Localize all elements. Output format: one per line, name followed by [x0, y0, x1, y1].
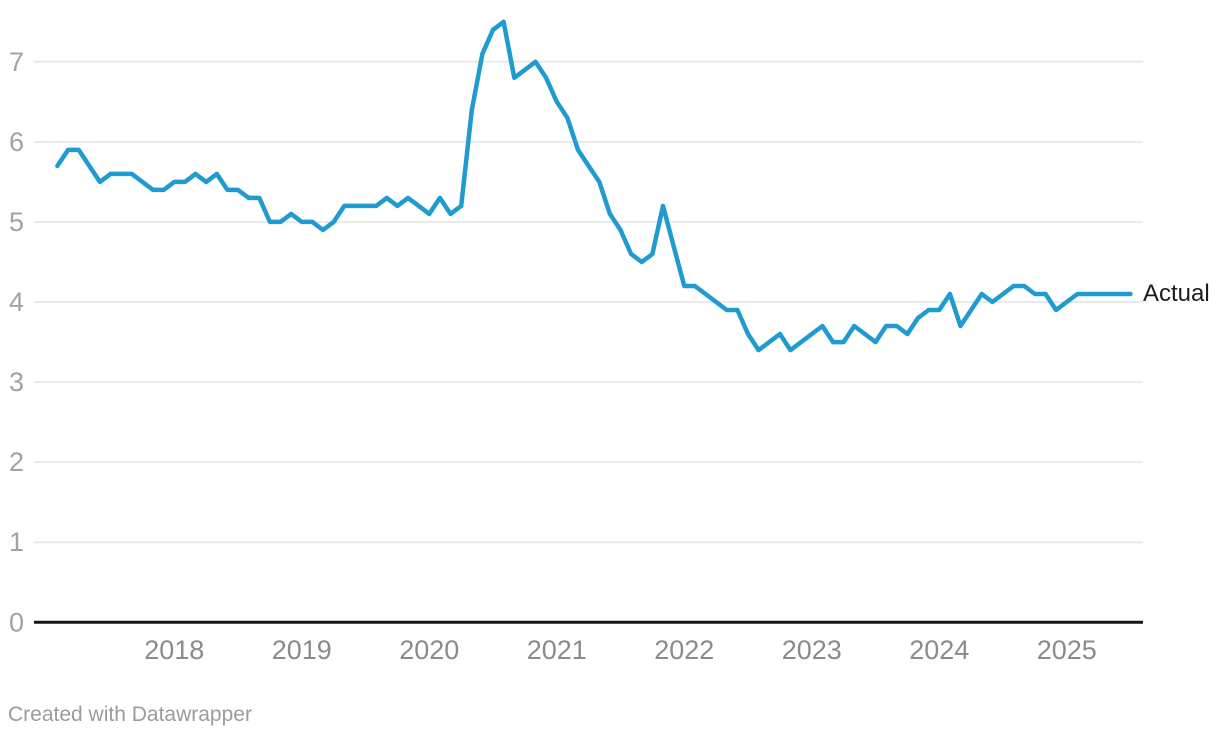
x-tick-label-2021: 2021 [527, 635, 587, 665]
actual-line-series [55, 19, 1133, 353]
x-tick-label-2023: 2023 [782, 635, 842, 665]
y-tick-label-5: 5 [9, 207, 24, 237]
x-tick-label-2019: 2019 [272, 635, 332, 665]
x-tick-label-2024: 2024 [909, 635, 969, 665]
y-tick-label-7: 7 [9, 47, 24, 77]
y-tick-label-2: 2 [9, 447, 24, 477]
y-tick-label-3: 3 [9, 367, 24, 397]
y-tick-label-0: 0 [9, 607, 24, 637]
x-tick-label-2022: 2022 [654, 635, 714, 665]
datawrapper-credit-link[interactable]: Created with Datawrapper [8, 703, 252, 726]
series-label-actual: Actual [1143, 280, 1210, 307]
y-tick-label-6: 6 [9, 127, 24, 157]
x-tick-label-2020: 2020 [399, 635, 459, 665]
y-tick-label-4: 4 [9, 287, 24, 317]
y-tick-label-1: 1 [9, 527, 24, 557]
x-tick-label-2025: 2025 [1037, 635, 1097, 665]
x-tick-label-2018: 2018 [144, 635, 204, 665]
